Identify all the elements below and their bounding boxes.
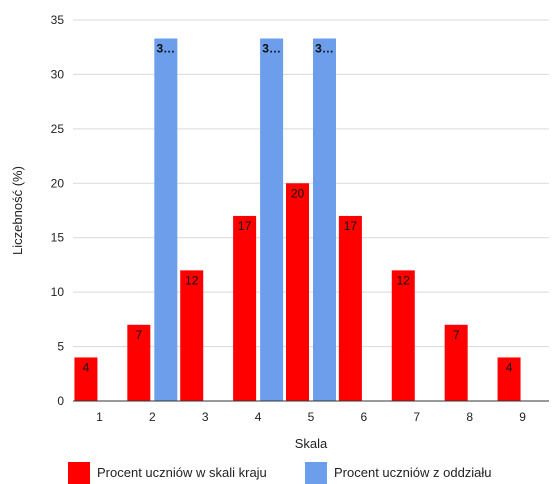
x-tick-label: 6: [361, 410, 368, 424]
y-tick-label: 35: [51, 13, 65, 27]
data-label: 3…: [315, 42, 334, 56]
y-tick-label: 5: [57, 340, 64, 354]
data-label: 17: [238, 219, 252, 233]
data-label: 12: [397, 273, 411, 287]
bar-kraj-9[interactable]: [497, 357, 521, 401]
data-label: 4: [83, 360, 90, 374]
data-label: 3…: [262, 42, 281, 56]
bar-kraj-7[interactable]: [391, 270, 415, 401]
y-tick-label: 0: [57, 394, 64, 408]
bar-kraj-1[interactable]: [74, 357, 98, 401]
x-tick-label: 3: [202, 410, 209, 424]
x-tick-label: 4: [255, 410, 262, 424]
data-label: 7: [453, 328, 460, 342]
legend-swatch-kraj: [68, 462, 90, 484]
bar-oddzial-2[interactable]: [154, 38, 178, 402]
bar-oddzial-5[interactable]: [313, 38, 336, 402]
legend-label: Procent uczniów z oddziału: [334, 465, 492, 480]
x-tick-labels: 1 2 3 4 5 6 7 8 9: [96, 410, 526, 424]
y-tick-label: 15: [51, 231, 65, 245]
data-labels: 4 7 12 17 20 17 12 7 4 3… 3… 3…: [83, 42, 513, 375]
y-tick-label: 20: [51, 176, 65, 190]
y-axis-title: Liczebność (%): [10, 166, 25, 255]
data-label: 4: [506, 360, 513, 374]
data-label: 12: [185, 273, 199, 287]
legend-swatch-oddzial: [305, 462, 327, 484]
x-tick-label: 2: [149, 410, 156, 424]
bar-kraj-4[interactable]: [233, 215, 257, 401]
x-tick-label: 7: [413, 410, 420, 424]
bar-kraj-8[interactable]: [444, 324, 468, 401]
x-tick-label: 8: [466, 410, 473, 424]
data-label: 17: [344, 219, 358, 233]
x-tick-label: 5: [308, 410, 315, 424]
gridlines: [73, 19, 549, 402]
legend: Procent uczniów w skali kraju Procent ucz…: [68, 462, 492, 484]
x-tick-label: 9: [519, 410, 526, 424]
bar-kraj-6[interactable]: [338, 215, 362, 401]
y-tick-label: 10: [51, 285, 65, 299]
bar-kraj-5[interactable]: [286, 183, 309, 401]
x-axis-title: Skala: [295, 436, 328, 451]
x-tick-label: 1: [96, 410, 103, 424]
legend-label: Procent uczniów w skali kraju: [97, 465, 267, 480]
data-label: 7: [135, 328, 142, 342]
y-tick-label: 30: [51, 67, 65, 81]
bar-kraj-2[interactable]: [127, 324, 151, 401]
data-label: 20: [291, 186, 305, 200]
y-tick-labels: 0 5 10 15 20 25 30 35: [51, 13, 65, 408]
bar-oddzial-4[interactable]: [260, 38, 284, 402]
bars: [74, 38, 521, 402]
bar-kraj-3[interactable]: [180, 270, 204, 401]
data-label: 3…: [156, 42, 175, 56]
y-tick-label: 25: [51, 122, 65, 136]
